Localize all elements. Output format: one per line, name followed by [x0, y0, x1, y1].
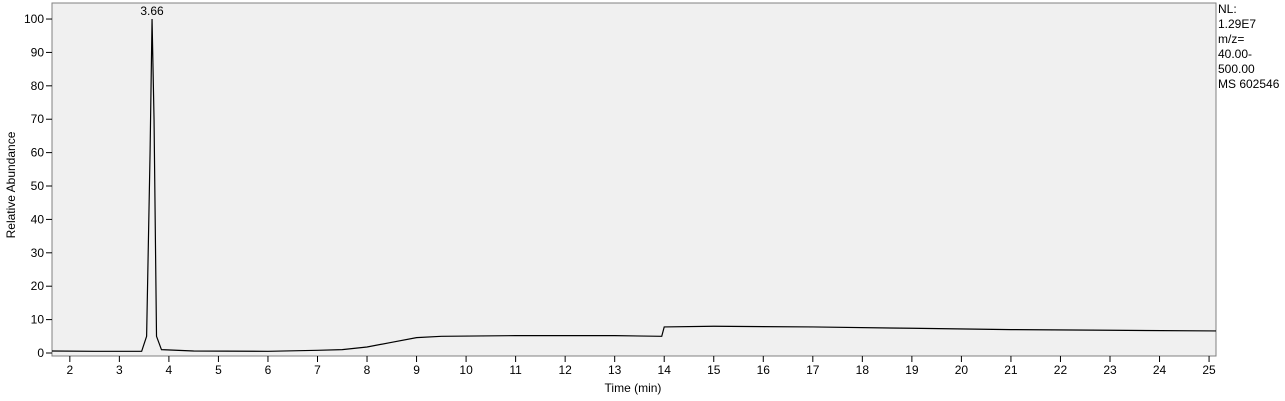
y-tick-label: 70: [31, 112, 45, 126]
x-tick-label: 2: [66, 363, 73, 377]
x-tick-label: 25: [1202, 363, 1216, 377]
peak-label: 3.66: [140, 4, 164, 18]
info-line: 40.00-: [1218, 47, 1252, 61]
x-tick-label: 10: [459, 363, 473, 377]
plot-area: [51, 2, 1217, 357]
x-tick-label: 13: [608, 363, 622, 377]
x-tick-label: 7: [314, 363, 321, 377]
x-tick-label: 12: [558, 363, 572, 377]
x-tick-label: 24: [1153, 363, 1167, 377]
info-line: MS 602546: [1218, 77, 1280, 91]
x-tick-label: 6: [265, 363, 272, 377]
y-tick-label: 90: [31, 45, 45, 59]
y-axis-title: Relative Abundance: [4, 131, 18, 238]
x-tick-label: 5: [215, 363, 222, 377]
x-tick-label: 23: [1103, 363, 1117, 377]
x-tick-label: 19: [905, 363, 919, 377]
x-tick-label: 21: [1004, 363, 1018, 377]
x-tick-label: 15: [707, 363, 721, 377]
x-tick-label: 11: [509, 363, 522, 377]
x-tick-label: 14: [658, 363, 672, 377]
info-line: 500.00: [1218, 62, 1255, 76]
y-tick-label: 20: [31, 279, 45, 293]
y-tick-label: 80: [31, 79, 45, 93]
y-tick-label: 40: [31, 212, 45, 226]
info-line: NL:: [1218, 2, 1237, 16]
chromatogram-line: [51, 19, 1217, 352]
y-tick-label: 100: [24, 12, 44, 26]
y-tick-label: 0: [37, 346, 44, 360]
x-tick-label: 3: [116, 363, 123, 377]
x-tick-label: 9: [413, 363, 420, 377]
x-tick-label: 22: [1054, 363, 1068, 377]
x-tick-label: 17: [806, 363, 820, 377]
x-axis-title: Time (min): [605, 381, 662, 395]
y-tick-label: 60: [31, 146, 45, 160]
x-tick-label: 16: [757, 363, 771, 377]
x-tick-label: 8: [364, 363, 371, 377]
y-tick-label: 30: [31, 246, 45, 260]
x-tick-label: 20: [955, 363, 969, 377]
info-line: m/z=: [1218, 32, 1244, 46]
x-tick-label: 4: [166, 363, 173, 377]
info-line: 1.29E7: [1218, 17, 1256, 31]
range-header: RT: 1.62 - 25.16: [2, 0, 87, 2]
y-tick-label: 50: [31, 179, 45, 193]
x-tick-label: 18: [856, 363, 870, 377]
y-tick-label: 10: [31, 313, 45, 327]
